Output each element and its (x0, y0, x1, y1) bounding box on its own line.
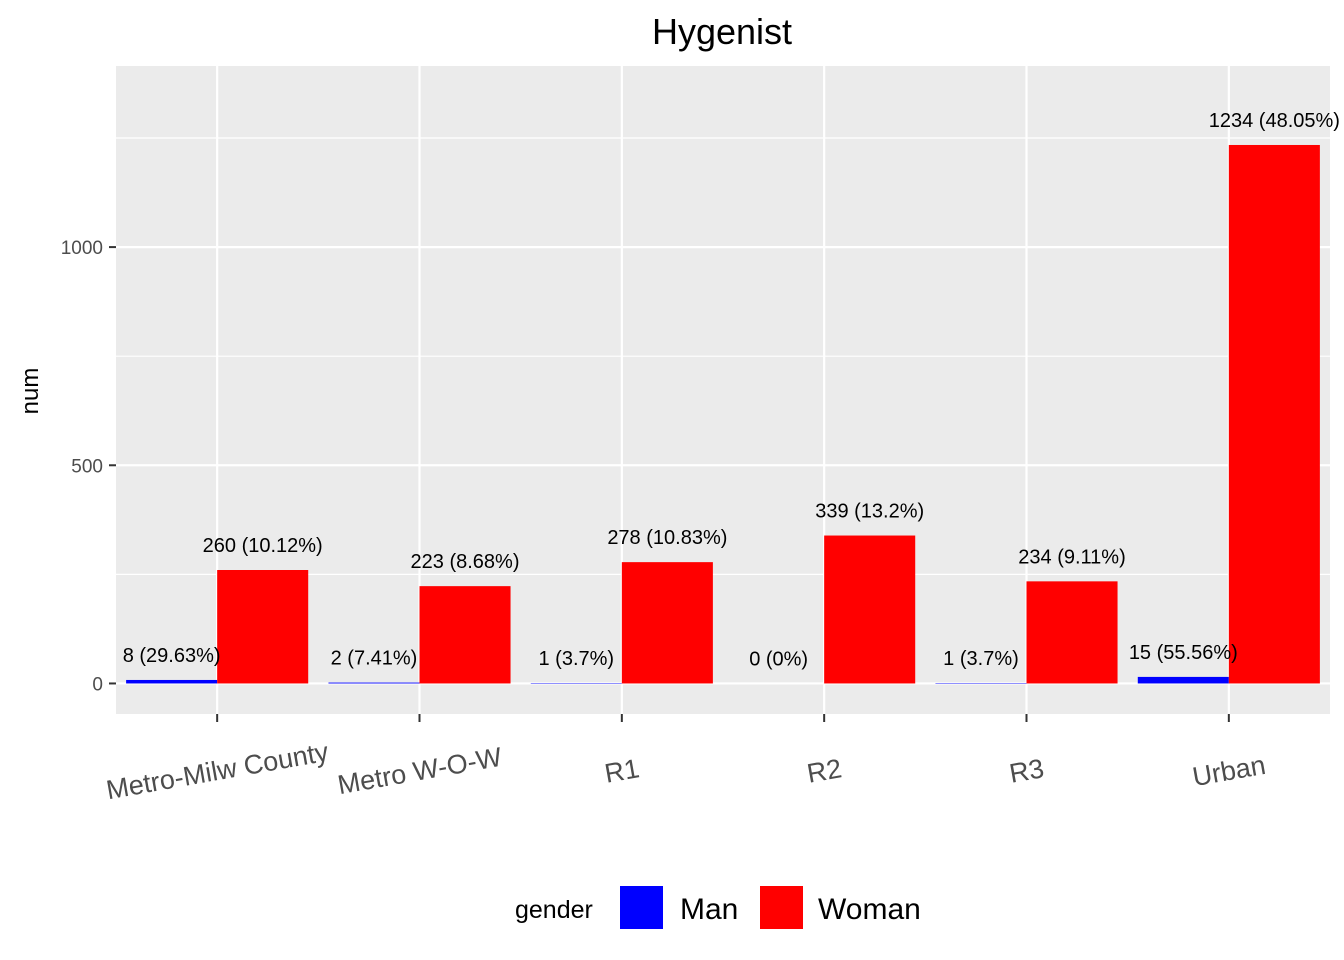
legend-title: gender (515, 896, 593, 924)
y-axis: 0 500 1000 (61, 238, 116, 695)
data-label: 0 (0%) (749, 648, 808, 670)
bar-woman (824, 535, 916, 684)
data-label: 8 (29.63%) (123, 645, 221, 667)
chart-title: Hygenist (652, 11, 792, 52)
bar-woman (1026, 581, 1118, 684)
data-labels: 8 (29.63%) 2 (7.41%) 1 (3.7%) 0 (0%) 1 (3.7%… (123, 110, 1340, 670)
legend-key-woman (760, 886, 803, 929)
bar-woman (419, 586, 511, 684)
bar-man (1137, 676, 1229, 684)
data-label: 2 (7.41%) (331, 648, 418, 670)
y-axis-title: num (17, 368, 44, 415)
bar-woman (1228, 144, 1320, 684)
data-label: 223 (8.68%) (411, 551, 520, 573)
bar-woman (621, 562, 713, 684)
bars (126, 144, 1320, 684)
x-tick-label: Urban (1190, 750, 1268, 792)
data-label: 260 (10.12%) (203, 535, 323, 557)
x-axis: Metro-Milw County Metro W-O-W R1 R2 R3 Urban (104, 714, 1268, 805)
data-label: 15 (55.56%) (1129, 642, 1238, 664)
x-tick-label: Metro W-O-W (335, 742, 504, 800)
bar-woman (217, 570, 309, 684)
x-tick-label: R3 (1007, 753, 1046, 789)
y-tick-label: 1000 (61, 238, 103, 259)
data-label: 1 (3.7%) (943, 648, 1019, 670)
data-label: 234 (9.11%) (1018, 546, 1125, 568)
x-tick-label: R2 (805, 753, 844, 789)
bar-man (328, 682, 420, 684)
data-label: 1234 (48.05%) (1209, 110, 1340, 132)
x-tick-label: R1 (602, 753, 641, 789)
data-label: 1 (3.7%) (539, 648, 615, 670)
y-tick-label: 500 (71, 456, 103, 477)
legend-label-man: Man (680, 893, 738, 926)
x-tick-label: Metro-Milw County (104, 737, 331, 806)
data-label: 339 (13.2%) (815, 501, 924, 523)
legend: gender Man Woman (515, 886, 921, 929)
legend-label-woman: Woman (818, 893, 921, 926)
data-label: 278 (10.83%) (607, 527, 727, 549)
plot-panel (116, 66, 1330, 714)
bar-man (126, 679, 218, 684)
legend-key-man (620, 886, 663, 929)
y-tick-label: 0 (92, 674, 103, 695)
